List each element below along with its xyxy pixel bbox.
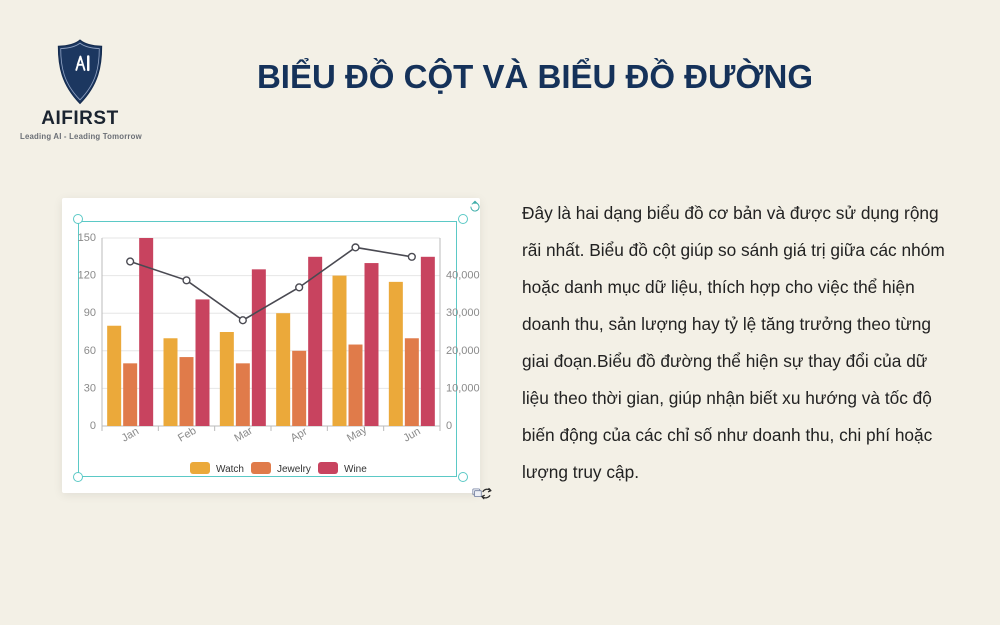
svg-text:30: 30 (84, 382, 96, 394)
svg-text:30,000: 30,000 (446, 307, 480, 319)
svg-text:Apr: Apr (289, 425, 310, 444)
svg-text:Watch: Watch (216, 464, 244, 475)
svg-text:May: May (345, 424, 369, 445)
svg-text:Jewelry: Jewelry (277, 464, 311, 475)
svg-text:40,000: 40,000 (446, 270, 480, 282)
svg-text:10,000: 10,000 (446, 382, 480, 394)
svg-text:Wine: Wine (344, 464, 367, 475)
svg-text:Jun: Jun (401, 425, 422, 444)
svg-text:0: 0 (90, 420, 96, 432)
svg-text:0: 0 (446, 420, 452, 432)
svg-text:120: 120 (78, 270, 96, 282)
svg-text:20,000: 20,000 (446, 345, 480, 357)
svg-text:60: 60 (84, 345, 96, 357)
svg-text:Jan: Jan (120, 425, 141, 444)
svg-text:150: 150 (78, 232, 96, 244)
svg-text:90: 90 (84, 307, 96, 319)
svg-text:Mar: Mar (232, 425, 255, 445)
svg-text:Feb: Feb (176, 425, 198, 445)
